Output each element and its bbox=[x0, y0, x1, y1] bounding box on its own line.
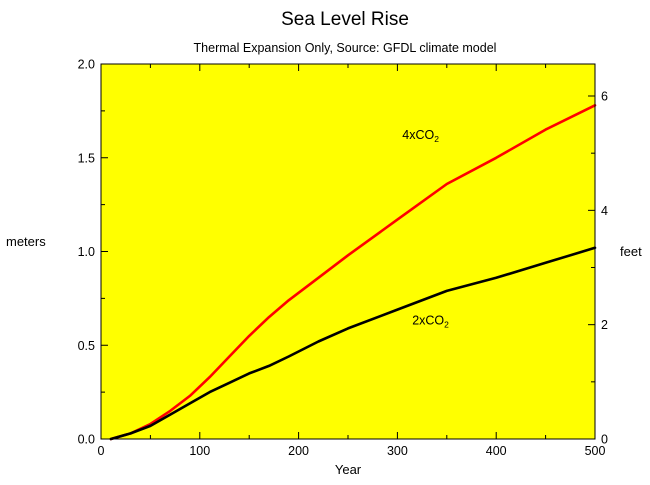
y-tick-label-left: 2.0 bbox=[78, 58, 95, 72]
y-axis-label-right: feet bbox=[620, 244, 642, 259]
series-line-4xco2 bbox=[109, 104, 597, 441]
chart-title: Sea Level Rise bbox=[281, 9, 409, 30]
x-tick-label: 400 bbox=[486, 444, 507, 458]
x-tick-label: 200 bbox=[288, 444, 309, 458]
series-label-4xco2: 4xCO2 bbox=[402, 128, 439, 144]
y-tick-label-left: 0.0 bbox=[78, 433, 95, 447]
plot-area bbox=[101, 64, 595, 439]
y-tick-label-left: 1.0 bbox=[78, 245, 95, 259]
y-tick-label-left: 1.5 bbox=[78, 151, 95, 165]
y-tick-label-right: 0 bbox=[601, 433, 608, 447]
x-tick-label: 100 bbox=[189, 444, 210, 458]
x-tick-label: 500 bbox=[585, 444, 606, 458]
y-tick-label-right: 6 bbox=[601, 90, 608, 104]
chart-subtitle: Thermal Expansion Only, Source: GFDL cli… bbox=[194, 41, 497, 55]
x-tick-label: 300 bbox=[387, 444, 408, 458]
x-axis-label: Year bbox=[335, 462, 362, 477]
x-tick-label: 0 bbox=[98, 444, 105, 458]
y-axis-label-left: meters bbox=[6, 234, 46, 249]
plot-frame bbox=[100, 63, 596, 440]
y-tick-label-right: 4 bbox=[601, 204, 608, 218]
y-tick-label-left: 0.5 bbox=[78, 339, 95, 353]
series-label-2xco2: 2xCO2 bbox=[412, 314, 449, 330]
series-line-2xco2 bbox=[109, 246, 597, 441]
y-tick-label-right: 2 bbox=[601, 318, 608, 332]
